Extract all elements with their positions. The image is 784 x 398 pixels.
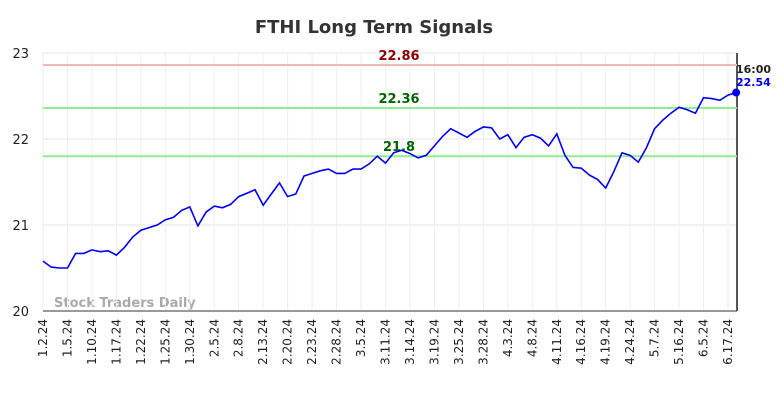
x-tick-label: 2.13.24: [256, 319, 270, 365]
x-tick-label: 2.5.24: [207, 319, 221, 357]
x-tick-label: 1.5.24: [60, 319, 74, 357]
last-value-label: 22.54: [736, 76, 771, 89]
x-tick-label: 5.7.24: [648, 319, 662, 357]
x-tick-label: 2.28.24: [330, 319, 344, 365]
x-tick-label: 4.19.24: [599, 319, 613, 365]
x-tick-label: 1.17.24: [109, 319, 123, 365]
x-tick-label: 4.16.24: [574, 319, 588, 365]
chart-title: FTHI Long Term Signals: [255, 17, 493, 38]
x-tick-label: 2.23.24: [305, 319, 319, 365]
y-tick-label: 23: [12, 47, 29, 62]
x-tick-label: 4.24.24: [623, 319, 637, 365]
watermark: Stock Traders Daily: [54, 296, 196, 311]
x-tick-label: 2.8.24: [232, 319, 246, 357]
x-tick-label: 3.25.24: [452, 319, 466, 365]
x-tick-label: 1.22.24: [134, 319, 148, 365]
reference-label: 22.86: [378, 49, 419, 64]
reference-label: 21.8: [383, 140, 415, 155]
x-tick-label: 4.3.24: [501, 319, 515, 357]
x-tick-label: 1.10.24: [85, 319, 99, 365]
x-tick-label: 4.11.24: [550, 319, 564, 365]
y-tick-label: 21: [12, 219, 29, 234]
x-tick-label: 5.16.24: [672, 319, 686, 365]
x-tick-label: 3.19.24: [427, 319, 441, 365]
x-tick-label: 3.28.24: [476, 319, 490, 365]
price-line: [42, 91, 737, 269]
x-tick-label: 6.5.24: [697, 319, 711, 357]
x-tick-label: 2.20.24: [281, 319, 295, 365]
x-tick-label: 4.8.24: [525, 319, 539, 357]
x-tick-label: 6.17.24: [721, 319, 735, 365]
x-tick-label: 3.14.24: [403, 319, 417, 365]
y-tick-label: 22: [12, 133, 29, 148]
last-point: [732, 88, 741, 97]
y-tick-label: 20: [12, 305, 29, 320]
reference-label: 22.36: [378, 92, 419, 107]
x-tick-label: 1.2.24: [36, 319, 50, 357]
x-tick-label: 1.25.24: [158, 319, 172, 365]
x-tick-label: 3.11.24: [379, 319, 393, 365]
x-tick-label: 1.30.24: [183, 319, 197, 365]
x-tick-label: 3.5.24: [354, 319, 368, 357]
last-time-label: 16:00: [736, 63, 771, 76]
